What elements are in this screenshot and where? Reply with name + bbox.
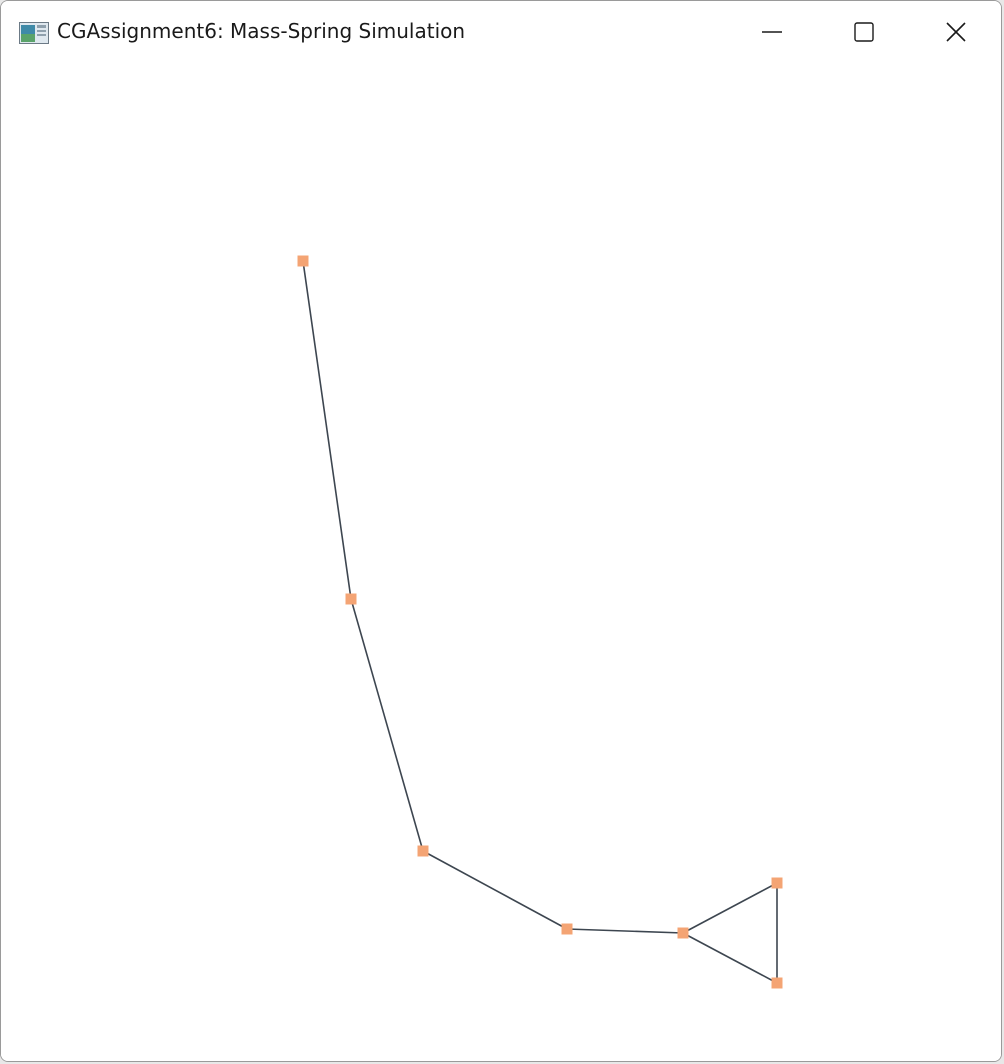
spring-2 [422,850,568,930]
title-bar[interactable]: CGAssignment6: Mass-Spring Simulation [1,1,1001,63]
mass-6 [771,977,783,989]
mass-5 [771,877,783,889]
spring-4 [682,882,778,934]
simulation-view [1,63,1001,1061]
minimize-icon [762,31,782,33]
window-title: CGAssignment6: Mass-Spring Simulation [57,19,466,43]
canvas-background [1,63,1001,1061]
simulation-canvas[interactable] [1,63,1001,1061]
close-icon [946,22,966,42]
application-window-icon [19,22,49,44]
mass-4 [677,927,689,939]
spring-3 [566,928,684,934]
mass-3 [561,923,573,935]
spring-1 [350,598,424,852]
spring-0 [302,260,352,600]
maximize-button[interactable] [818,1,910,63]
mass-1 [345,593,357,605]
spring-5 [682,932,778,984]
maximize-icon [854,22,874,42]
mass-0 [297,255,309,267]
mass-2 [417,845,429,857]
minimize-button[interactable] [726,1,818,63]
close-button[interactable] [910,1,1001,63]
